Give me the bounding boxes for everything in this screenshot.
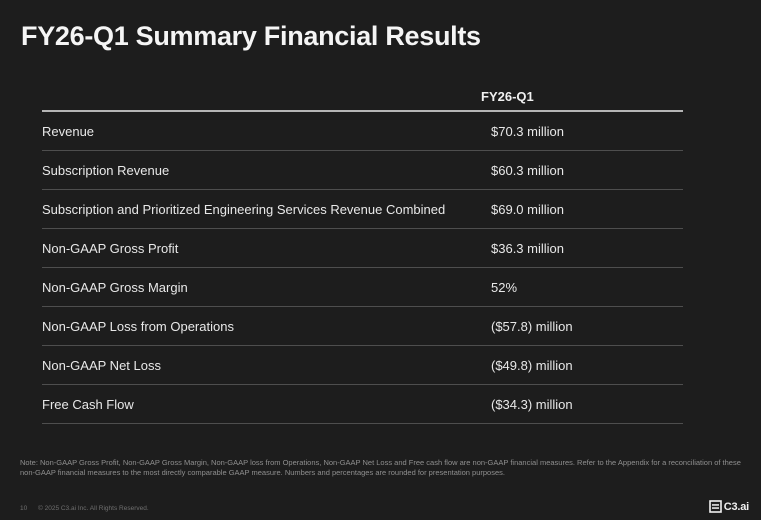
metric-label: Non-GAAP Gross Profit	[42, 240, 179, 256]
copyright-text: © 2025 C3.ai Inc. All Rights Reserved.	[38, 505, 149, 512]
c3ai-logo-text: C3.ai	[723, 500, 749, 513]
table-row: Revenue $70.3 million	[42, 112, 683, 151]
metric-value: 52%	[491, 279, 518, 295]
table-row: Non-GAAP Gross Profit $36.3 million	[42, 229, 683, 268]
metric-label: Non-GAAP Net Loss	[42, 357, 161, 373]
c3ai-logo-icon	[708, 500, 722, 513]
table-row: Non-GAAP Gross Margin 52%	[42, 268, 683, 307]
metric-value: ($34.3) million	[491, 396, 573, 412]
table-header-row: FY26-Q1	[42, 78, 683, 112]
table-row: Subscription Revenue $60.3 million	[42, 151, 683, 190]
non-gaap-footnote: Note: Non-GAAP Gross Profit, Non-GAAP Gr…	[20, 458, 741, 477]
slide-title: FY26-Q1 Summary Financial Results	[21, 21, 481, 51]
table-body: Revenue $70.3 million Subscription Reven…	[42, 112, 683, 424]
metric-label: Non-GAAP Loss from Operations	[42, 318, 234, 334]
metric-value: $36.3 million	[491, 240, 564, 256]
table-row: Subscription and Prioritized Engineering…	[42, 190, 683, 229]
table-row: Non-GAAP Net Loss ($49.8) million	[42, 346, 683, 385]
c3ai-logo: C3.ai	[708, 500, 749, 513]
metric-value: ($57.8) million	[491, 318, 573, 334]
table-row: Free Cash Flow ($34.3) million	[42, 385, 683, 424]
metric-value: ($49.8) million	[491, 357, 573, 373]
metric-value: $60.3 million	[491, 162, 564, 178]
metric-label: Non-GAAP Gross Margin	[42, 279, 188, 295]
metric-label: Free Cash Flow	[42, 396, 134, 412]
metric-label: Revenue	[42, 123, 95, 139]
metric-label: Subscription Revenue	[42, 162, 170, 178]
metric-value: $69.0 million	[491, 201, 564, 217]
page-number: 10	[20, 505, 28, 512]
metric-value: $70.3 million	[491, 123, 564, 139]
financial-results-table: FY26-Q1 Revenue $70.3 million Subscripti…	[42, 78, 683, 424]
slide-footer: 10 © 2025 C3.ai Inc. All Rights Reserved…	[0, 498, 761, 516]
metric-label: Subscription and Prioritized Engineering…	[42, 201, 446, 217]
table-row: Non-GAAP Loss from Operations ($57.8) mi…	[42, 307, 683, 346]
table-header-period: FY26-Q1	[481, 89, 534, 104]
